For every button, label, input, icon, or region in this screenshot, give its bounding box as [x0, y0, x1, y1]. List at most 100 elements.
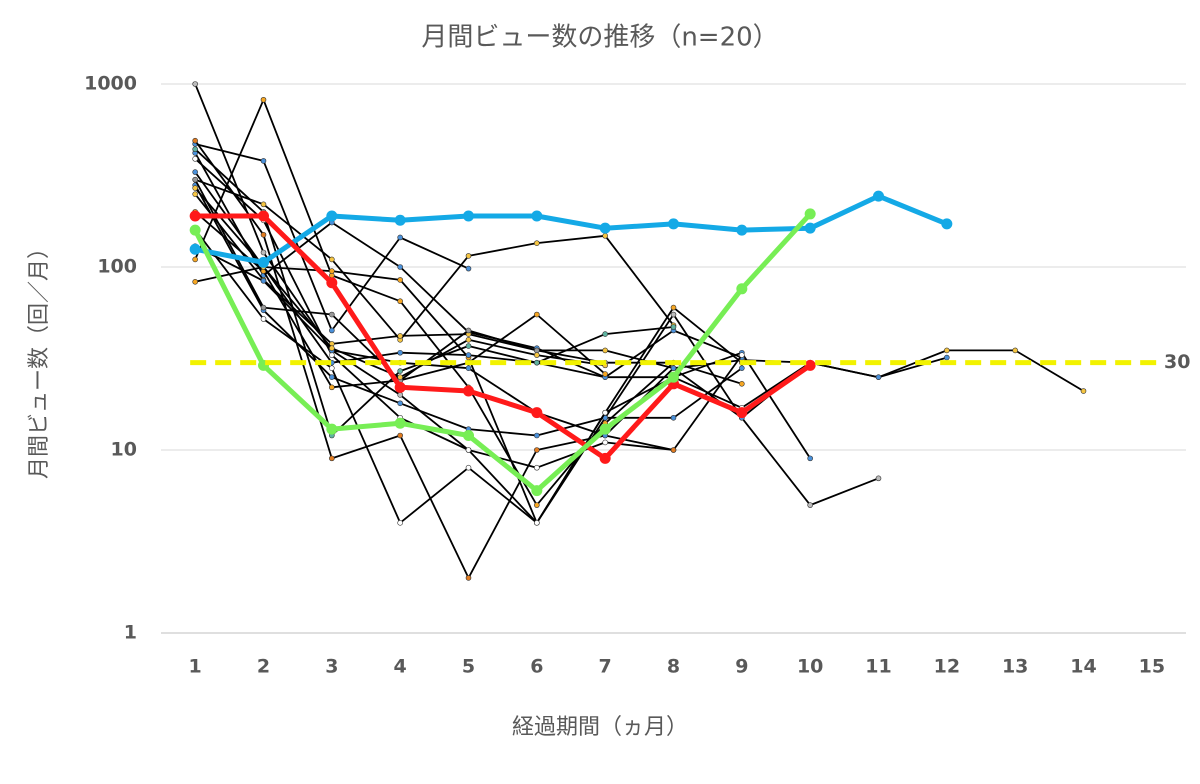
data-point — [329, 365, 335, 371]
data-point — [670, 311, 677, 318]
chart-title: 月間ビュー数の推移（n=20） — [421, 23, 778, 53]
data-point — [329, 384, 335, 391]
series-line — [194, 193, 948, 265]
data-point — [397, 277, 403, 283]
data-point — [804, 222, 816, 234]
x-axis-title: 経過期間（ヵ月） — [512, 715, 688, 740]
y-tick-label: 1000 — [84, 73, 137, 95]
y-tick-label: 100 — [97, 256, 137, 278]
data-point — [534, 464, 540, 471]
data-point — [397, 400, 403, 407]
data-point — [668, 218, 679, 230]
data-point — [807, 455, 813, 462]
data-point — [670, 365, 677, 371]
data-point — [329, 268, 335, 274]
x-tick-label: 1 — [189, 656, 202, 678]
data-point — [394, 417, 406, 429]
data-point — [875, 374, 882, 380]
data-point — [602, 233, 608, 239]
x-tick-label: 12 — [934, 656, 960, 678]
x-tick-label: 15 — [1139, 656, 1165, 678]
x-tick-label: 10 — [797, 656, 823, 678]
data-point — [326, 277, 338, 289]
x-tick-label: 8 — [667, 656, 680, 678]
data-point — [192, 156, 198, 162]
data-point — [670, 304, 677, 311]
data-point — [463, 385, 474, 397]
data-point — [531, 210, 543, 222]
data-point — [329, 455, 335, 462]
data-point — [397, 349, 403, 356]
data-point — [329, 352, 335, 358]
x-tick-label: 7 — [599, 656, 612, 678]
data-point — [875, 475, 882, 482]
data-point — [260, 231, 267, 238]
data-point — [670, 414, 677, 421]
data-point — [260, 96, 267, 103]
data-point — [192, 81, 198, 87]
data-point — [465, 352, 472, 358]
data-point — [192, 279, 198, 285]
data-point — [329, 311, 335, 318]
data-point — [599, 452, 611, 464]
data-point — [534, 359, 540, 366]
data-point — [465, 327, 472, 334]
data-point — [804, 359, 816, 371]
reference-label: 30 — [1164, 351, 1190, 373]
x-tick-label: 6 — [530, 656, 543, 678]
data-point — [465, 447, 472, 453]
data-point — [531, 485, 543, 497]
data-point — [944, 347, 950, 354]
data-point — [463, 210, 474, 222]
data-point — [602, 409, 608, 416]
data-point — [192, 169, 198, 175]
data-point — [807, 502, 813, 508]
data-point — [397, 234, 403, 241]
data-point — [602, 331, 608, 337]
data-point — [189, 210, 201, 222]
data-point — [670, 447, 677, 453]
data-point — [670, 324, 677, 330]
data-point — [397, 298, 403, 305]
data-point — [260, 158, 267, 164]
data-point — [602, 439, 608, 446]
data-point — [260, 316, 267, 322]
data-point — [397, 333, 403, 339]
data-point — [534, 311, 540, 318]
data-point — [394, 214, 406, 226]
data-point — [394, 381, 406, 393]
data-point — [192, 256, 198, 263]
data-point — [260, 249, 267, 256]
data-point — [531, 407, 543, 419]
data-point — [326, 210, 338, 222]
data-point — [192, 137, 198, 144]
data-point — [397, 264, 403, 270]
data-point — [329, 345, 335, 351]
data-point — [1012, 347, 1018, 354]
data-point — [189, 224, 201, 236]
data-point — [1080, 388, 1087, 394]
data-point — [329, 327, 335, 334]
data-point — [260, 201, 267, 208]
x-tick-label: 3 — [325, 656, 338, 678]
data-point — [668, 371, 679, 383]
data-point — [463, 430, 474, 442]
data-point — [329, 374, 335, 380]
series-line — [194, 178, 675, 341]
data-point — [397, 392, 403, 398]
data-point — [534, 347, 540, 354]
data-point — [465, 253, 472, 259]
data-point — [192, 191, 198, 197]
data-point — [534, 432, 540, 439]
data-point — [941, 218, 953, 230]
data-point — [804, 208, 816, 220]
data-point — [944, 354, 950, 361]
data-point — [192, 146, 198, 153]
data-point — [739, 381, 745, 387]
data-point — [465, 464, 472, 471]
data-point — [873, 190, 884, 202]
data-point — [258, 210, 269, 222]
data-point — [534, 352, 540, 358]
